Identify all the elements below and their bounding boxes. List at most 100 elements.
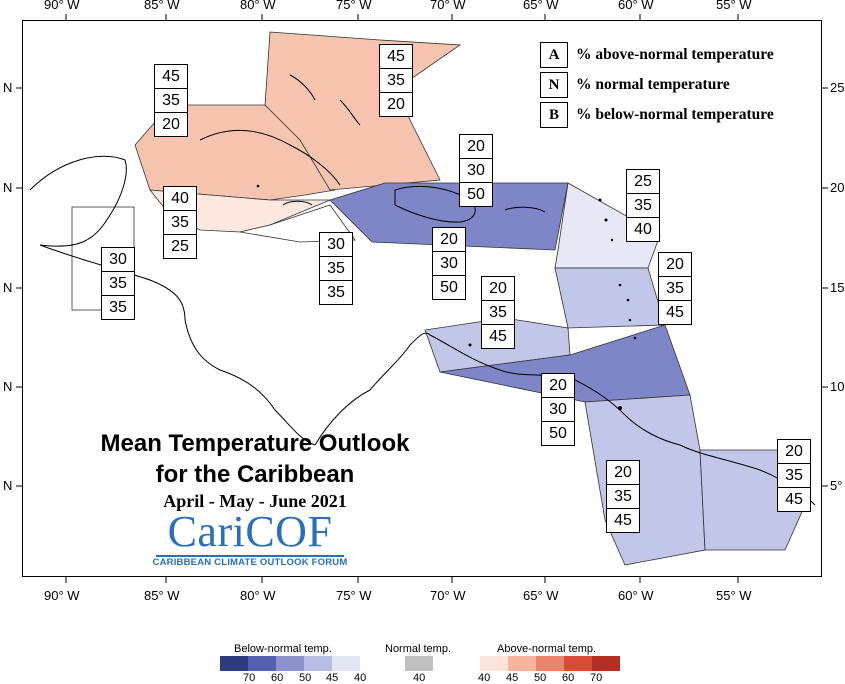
- prob-normal: 35: [481, 300, 515, 325]
- lon-label-top-85: 85° W: [144, 0, 180, 12]
- prob-below: 45: [481, 324, 515, 349]
- colorbar-tick-below-50: 50: [299, 672, 312, 684]
- prob-normal: 35: [163, 210, 197, 235]
- colorbar-tick-above-70: 70: [590, 672, 603, 684]
- colorbar-tick-below-70: 70: [243, 672, 256, 684]
- logo-wordmark: CariCOF: [167, 507, 333, 556]
- lon-label-top-80: 80° W: [240, 0, 276, 12]
- prob-normal: 35: [154, 88, 188, 113]
- colorbar-above-label: Above-normal temp.: [497, 643, 597, 655]
- lat-label-right-15: 15: [830, 280, 845, 295]
- lon-label-bottom-85: 85° W: [144, 588, 180, 603]
- prob-stack-suriname: 20 35 45: [777, 439, 811, 512]
- lat-label-left-15: N: [3, 280, 13, 295]
- prob-normal: 30: [459, 158, 493, 183]
- prob-above: 20: [481, 276, 515, 301]
- prob-above: 45: [154, 64, 188, 89]
- prob-stack-windwards: 20 35 45: [658, 252, 692, 325]
- lat-label-right-20: 20: [830, 180, 845, 195]
- prob-stack-bahamas: 45 35 20: [379, 44, 413, 117]
- prob-stack-guyana: 20 35 45: [606, 460, 640, 533]
- prob-stack-hispaniola: 20 30 50: [459, 134, 493, 207]
- key-code-a: A: [540, 42, 568, 68]
- prob-above: 40: [163, 186, 197, 211]
- prob-above: 20: [606, 460, 640, 485]
- colorbar-above-40: [480, 656, 508, 671]
- prob-above: 30: [101, 247, 135, 272]
- colorbar-above-60: [564, 656, 592, 671]
- lat-label-left-25: N: [3, 80, 13, 95]
- prob-normal: 30: [541, 397, 575, 422]
- key-text-b: % below-normal temperature: [576, 106, 774, 123]
- lon-label-bottom-90: 90° W: [44, 588, 80, 603]
- key-text-n: % normal temperature: [576, 76, 730, 93]
- lon-label-top-55: 55° W: [716, 0, 752, 12]
- prob-stack-belize: 30 35 35: [101, 247, 135, 320]
- prob-above: 45: [379, 44, 413, 69]
- prob-stack-abc: 20 35 45: [481, 276, 515, 349]
- prob-above: 20: [541, 373, 575, 398]
- region-guyana: [584, 394, 706, 566]
- prob-normal: 35: [606, 484, 640, 509]
- colorbar-tick-normal-40: 40: [413, 672, 426, 684]
- prob-below: 45: [606, 508, 640, 533]
- prob-stack-hispaniola-south: 20 30 50: [432, 227, 466, 300]
- colorbar-tick-above-45: 45: [506, 672, 519, 684]
- colorbar-below-label: Below-normal temp.: [234, 643, 332, 655]
- colorbar-normal: [405, 656, 433, 671]
- prob-below: 35: [319, 280, 353, 305]
- key-below: B % below-normal temperature: [540, 102, 774, 128]
- prob-below: 50: [432, 275, 466, 300]
- key-above: A % above-normal temperature: [540, 42, 774, 68]
- prob-stack-jamaica: 30 35 35: [319, 232, 353, 305]
- logo-tagline: CARIBBEAN CLIMATE OUTLOOK FORUM: [152, 557, 348, 568]
- lon-label-top-75: 75° W: [336, 0, 372, 12]
- prob-below: 45: [658, 300, 692, 325]
- colorbar-normal-label: Normal temp.: [385, 643, 452, 655]
- region-hispaniola: [329, 182, 569, 251]
- colorbar-below-70: [220, 656, 248, 671]
- lon-label-bottom-80: 80° W: [240, 588, 276, 603]
- lon-label-bottom-70: 70° W: [430, 588, 466, 603]
- lat-label-right-10: 10: [830, 379, 845, 394]
- region-windwards: [554, 267, 666, 329]
- lon-label-bottom-75: 75° W: [336, 588, 372, 603]
- prob-below: 20: [379, 92, 413, 117]
- frame-ticks: [16, 14, 828, 583]
- lon-label-bottom-55: 55° W: [716, 588, 752, 603]
- prob-normal: 35: [626, 193, 660, 218]
- prob-normal: 35: [777, 463, 811, 488]
- map-title-line1: Mean Temperature Outlook: [100, 430, 410, 457]
- key-text-a: % above-normal temperature: [576, 46, 774, 63]
- prob-below: 50: [541, 421, 575, 446]
- colorbar-tick-above-50: 50: [534, 672, 547, 684]
- lon-label-top-90: 90° W: [44, 0, 80, 12]
- lat-label-left-5: N: [3, 478, 13, 493]
- prob-normal: 35: [379, 68, 413, 93]
- lat-label-right-25: 25: [830, 80, 845, 95]
- colorbar-tick-below-40: 40: [354, 672, 367, 684]
- prob-normal: 35: [319, 256, 353, 281]
- prob-above: 20: [459, 134, 493, 159]
- colorbar-tick-below-45: 45: [326, 672, 339, 684]
- prob-above: 20: [432, 227, 466, 252]
- colorbar-below-45: [304, 656, 332, 671]
- colorbar-tick-below-60: 60: [271, 672, 284, 684]
- key-code-n: N: [540, 72, 568, 98]
- prob-below: 40: [626, 217, 660, 242]
- lon-label-top-60: 60° W: [618, 0, 654, 12]
- prob-stack-leewards: 25 35 40: [626, 169, 660, 242]
- prob-above: 20: [658, 252, 692, 277]
- prob-below: 20: [154, 112, 188, 137]
- lon-label-top-70: 70° W: [430, 0, 466, 12]
- prob-above: 25: [626, 169, 660, 194]
- prob-normal: 35: [101, 271, 135, 296]
- prob-stack-cayman: 40 35 25: [163, 186, 197, 259]
- colorbar-below-40: [332, 656, 360, 671]
- prob-above: 20: [777, 439, 811, 464]
- map-period: April - May - June 2021: [163, 491, 347, 511]
- prob-below: 35: [101, 295, 135, 320]
- prob-normal: 35: [658, 276, 692, 301]
- prob-stack-cuba: 45 35 20: [154, 64, 188, 137]
- lon-label-bottom-65: 65° W: [523, 588, 559, 603]
